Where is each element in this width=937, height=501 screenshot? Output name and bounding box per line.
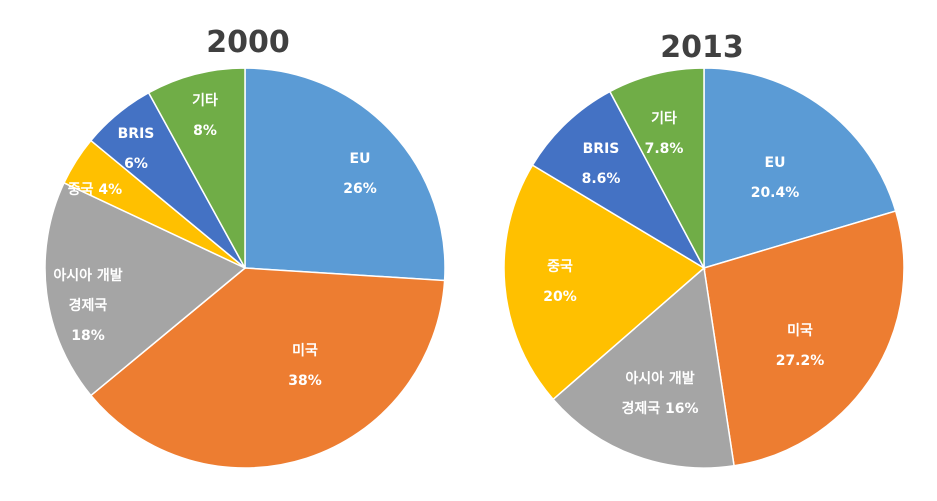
slice-label-line: 기타 xyxy=(192,93,218,109)
slice-label-china-2000: 중국 4% xyxy=(68,182,122,198)
slice-label-line: 기타 xyxy=(651,111,677,127)
slice-label-line: EU xyxy=(765,155,786,171)
pie-slice-usa-2000 xyxy=(89,267,446,469)
slice-label-line: 중국 xyxy=(547,259,573,275)
slice-label-line: 8% xyxy=(193,123,217,139)
slices-2000 xyxy=(44,67,446,469)
chart-title-2013: 2013 xyxy=(660,30,744,65)
slice-label-line: 20% xyxy=(543,289,577,305)
slice-label-line: 중국 4% xyxy=(68,182,122,198)
chart-title-2000: 2000 xyxy=(206,25,290,60)
slice-label-eu-2000: EU 26% xyxy=(343,151,377,197)
slice-label-eu-2013: EU 20.4% xyxy=(751,155,800,201)
slice-label-line: BRIS xyxy=(118,126,155,142)
slice-label-usa-2013: 미국 27.2% xyxy=(776,323,825,369)
slice-label-line: 8.6% xyxy=(582,171,621,187)
slice-label-line: 18% xyxy=(71,328,105,344)
slice-label-line: EU xyxy=(350,151,371,167)
slice-label-line: BRIS xyxy=(583,141,620,157)
pie-slice-bris-2013 xyxy=(531,90,706,271)
slices-2013 xyxy=(503,67,905,469)
slice-label-line: 아시아 개발 xyxy=(53,267,122,284)
slice-label-others-2013: 기타 7.8% xyxy=(645,111,684,157)
pie-slice-eu-2000 xyxy=(244,67,446,282)
slice-label-china-2013: 중국 20% xyxy=(543,259,577,305)
slice-label-others-2000: 기타 8% xyxy=(192,93,218,139)
slice-label-line: 26% xyxy=(343,181,377,197)
slice-label-line: 27.2% xyxy=(776,353,825,369)
pie-slice-others-2013 xyxy=(608,67,705,269)
pie-slice-usa-2013 xyxy=(703,210,905,467)
pie-slice-others-2000 xyxy=(147,67,246,269)
slice-label-usa-2000: 미국 38% xyxy=(288,343,322,389)
pie-slice-eu-2013 xyxy=(703,67,897,270)
slice-label-line: 미국 xyxy=(787,323,813,339)
slice-label-line: 경제국 16% xyxy=(621,400,698,417)
pie-slice-asia-developing-2013 xyxy=(552,266,735,469)
slice-label-line: 미국 xyxy=(292,343,318,359)
slice-label-line: 20.4% xyxy=(751,185,800,201)
pie-slice-china-2013 xyxy=(503,164,706,401)
slice-label-line: 경제국 xyxy=(69,297,108,314)
pie-slice-asia-developing-2000 xyxy=(44,181,247,397)
slice-label-bris-2013: BRIS 8.6% xyxy=(582,141,621,187)
slice-label-line: 38% xyxy=(288,373,322,389)
slice-label-line: 6% xyxy=(124,156,148,172)
slice-label-line: 7.8% xyxy=(645,141,684,157)
slice-label-line: 아시아 개발 xyxy=(625,370,694,387)
slice-label-bris-2000: BRIS 6% xyxy=(118,126,155,172)
